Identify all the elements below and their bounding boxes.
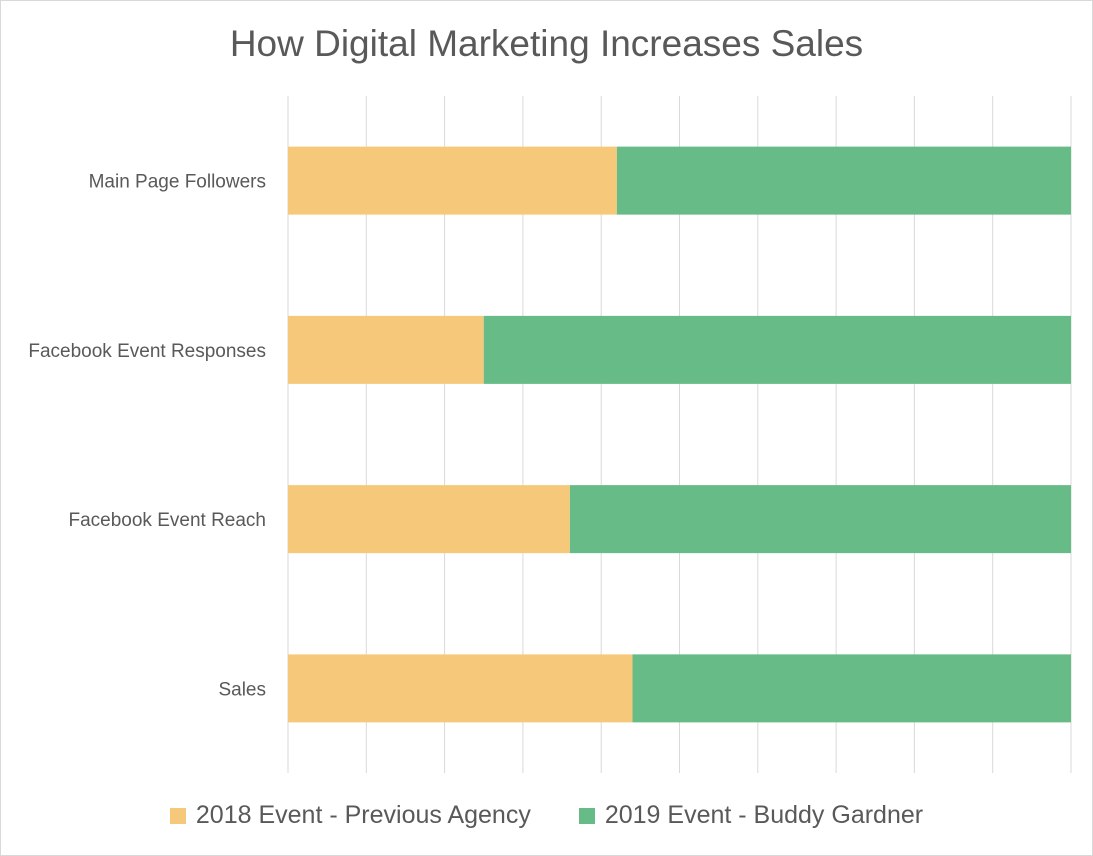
category-label: Main Page Followers: [89, 172, 266, 193]
bar-2018-facebook-event-reach: [288, 485, 570, 554]
legend-item-2018: 2018 Event - Previous Agency: [169, 801, 531, 830]
bars: [288, 146, 1071, 723]
legend-swatch-2018: [169, 807, 186, 824]
category-labels: Main Page Followers Facebook Event Respon…: [28, 172, 266, 701]
bar-2018-facebook-event-responses: [288, 315, 484, 384]
legend: 2018 Event - Previous Agency 2019 Event …: [1, 801, 1092, 830]
legend-swatch-2019: [578, 807, 595, 824]
legend-item-2019: 2019 Event - Buddy Gardner: [578, 801, 924, 830]
bar-2019-facebook-event-reach: [569, 485, 1071, 554]
legend-label-2019: 2019 Event - Buddy Gardner: [604, 801, 924, 829]
bar-2019-facebook-event-responses: [483, 315, 1071, 384]
category-label: Sales: [218, 679, 266, 700]
category-label: Facebook Event Reach: [68, 510, 266, 531]
chart-title: How Digital Marketing Increases Sales: [229, 23, 864, 64]
bar-2018-main-page-followers: [288, 146, 617, 215]
bar-2019-sales: [632, 654, 1071, 723]
bar-2019-main-page-followers: [616, 146, 1071, 215]
chart-plot: Main Page Followers Facebook Event Respon…: [28, 96, 1072, 773]
category-label: Facebook Event Responses: [28, 341, 266, 362]
legend-label-2018: 2018 Event - Previous Agency: [195, 801, 531, 829]
bar-2018-sales: [288, 654, 633, 723]
